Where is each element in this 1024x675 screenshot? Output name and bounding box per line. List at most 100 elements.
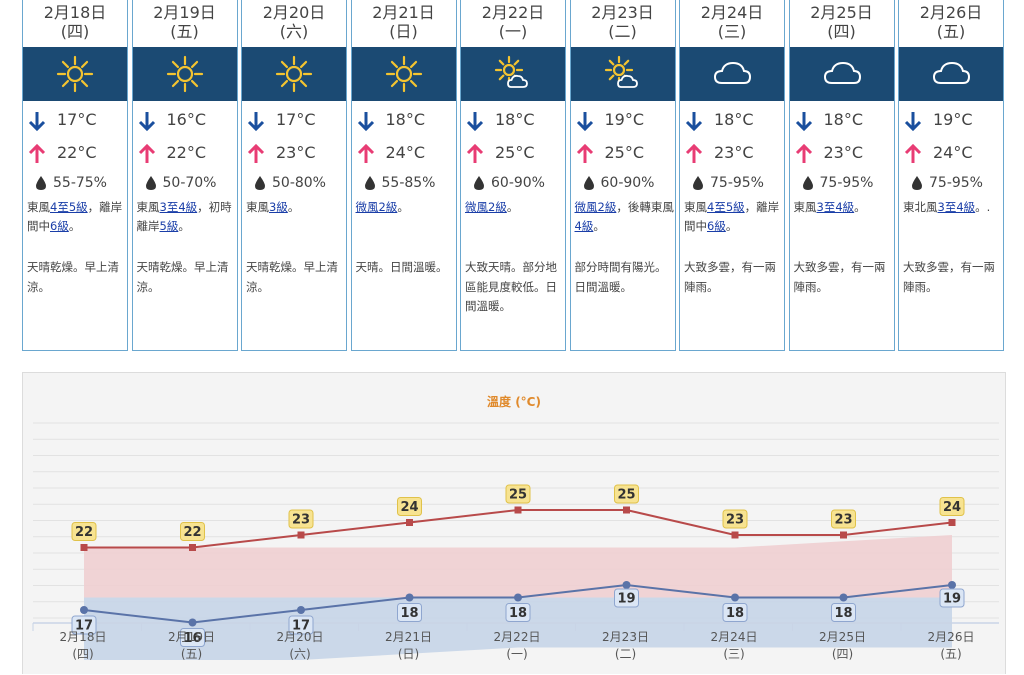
wind-text-part: 。 (397, 200, 409, 214)
max-temp-point[interactable] (623, 506, 630, 514)
x-tick-label-date: 2月25日 (819, 630, 866, 644)
wind-text-part: 東北風 (903, 200, 938, 214)
wind-text: 東風4至5級，離岸間中6級。 (684, 198, 784, 236)
data-label-box (505, 603, 531, 622)
wind-force-link[interactable]: 3至4級 (159, 200, 198, 214)
min-temp-point[interactable] (839, 593, 848, 602)
min-temp-point[interactable] (405, 593, 414, 602)
wind-text: 東風4至5級，離岸間中6級。 (27, 198, 127, 236)
weather-icon-bar (789, 47, 894, 101)
sunny-periods-icon (494, 55, 528, 88)
humidity-row: 55-75% (23, 172, 127, 194)
max-temp-point[interactable] (189, 544, 196, 551)
wind-force-link[interactable]: 3至4級 (937, 200, 976, 214)
max-temp: 24°C (933, 143, 973, 162)
min-temp: 17°C (276, 110, 316, 129)
wind-force-link[interactable]: 3至4級 (816, 200, 855, 214)
min-temp-data-label: 18 (726, 606, 744, 621)
max-temp-point[interactable] (948, 519, 956, 526)
wind-force-link[interactable]: 3級 (269, 200, 288, 214)
arrow-down-icon (247, 112, 265, 132)
min-temp-point[interactable] (514, 593, 522, 602)
sunny-icon (56, 55, 94, 93)
sunny-icon (166, 55, 203, 93)
x-tick-label-weekday: (五) (940, 647, 961, 661)
arrow-up-icon (795, 143, 812, 163)
min-temp-data-label: 16 (183, 631, 201, 646)
max-temp-data-label: 23 (834, 513, 852, 528)
forecast-weekday: (一) (498, 22, 528, 41)
min-temp: 17°C (57, 110, 97, 129)
forecast-cards: 2月18日 (四) 17°C 22°C 55-75% 東風4至5級，離岸間中6級。 天晴乾燥… (22, 0, 1006, 352)
data-label-box (831, 509, 856, 529)
wind-force-link[interactable]: 4至5級 (50, 200, 88, 214)
forecast-weekday: (五) (936, 22, 966, 41)
max-temp-point[interactable] (840, 531, 847, 539)
max-temp-point[interactable] (297, 531, 305, 539)
weather-description: 大致多雲，有一兩陣雨。 (684, 260, 776, 294)
humidity-row: 75-95% (899, 172, 1003, 194)
wind-text: 東風3至4級。 (794, 198, 894, 217)
x-tick-label-date: 2月26日 (928, 630, 975, 644)
min-temp-point[interactable] (297, 606, 305, 614)
max-temp-point[interactable] (406, 519, 413, 526)
max-temp-point[interactable] (731, 531, 739, 539)
humidity-row: 60-90% (571, 172, 675, 194)
wind-force-link[interactable]: 6級 (707, 219, 726, 233)
max-temp-row: 25°C (461, 142, 565, 164)
data-label-box (722, 603, 748, 622)
wind-text-part: 。 (854, 200, 866, 214)
forecast-card: 2月20日 (六) 17°C 23°C 50-80% 東風3級。 天晴乾燥。早上清涼。 (241, 0, 347, 351)
wind-force-link[interactable]: 微風2級 (355, 200, 398, 214)
wind-text-part: 。 (178, 219, 190, 233)
humidity-row: 50-80% (242, 172, 346, 194)
wind-text: 東風3至4級，初時離岸5級。 (137, 198, 237, 236)
wind-text: 微風2級，後轉東風 4級。 (575, 198, 675, 236)
wind-text: 東風3級。 (246, 198, 346, 217)
wind-force-link[interactable]: 6級 (50, 219, 69, 233)
max-temp-row: 23°C (790, 142, 894, 164)
data-label-box (831, 603, 856, 622)
humidity-row: 50-70% (133, 172, 237, 194)
wind-force-link[interactable]: 4至5級 (707, 200, 745, 214)
humidity: 50-80% (272, 175, 326, 191)
humidity: 60-90% (491, 175, 545, 191)
forecast-weekday: (四) (60, 22, 90, 41)
x-tick-label-date: 2月19日 (168, 630, 215, 644)
min-temp-row: 19°C (571, 109, 675, 132)
wind-force-link[interactable]: 5級 (159, 219, 179, 233)
data-label-box (71, 615, 97, 635)
min-temp-point[interactable] (948, 581, 956, 589)
forecast-card: 2月26日 (五) 19°C 24°C 75-95% 東北風3至4級。. 大致多雲，有一兩陣… (898, 0, 1004, 351)
arrow-up-icon (685, 143, 703, 163)
x-tick-label-weekday: (日) (398, 647, 419, 661)
max-temp-point[interactable] (514, 506, 522, 514)
max-temp-point[interactable] (80, 544, 88, 551)
wind-force-link[interactable]: 微風2級 (574, 200, 617, 214)
cloudy-icon (823, 61, 861, 84)
max-temp-data-label: 25 (509, 488, 527, 503)
cloudy-icon (932, 61, 971, 84)
max-temp: 23°C (823, 143, 864, 162)
humidity: 55-75% (53, 175, 107, 191)
forecast-date: 2月23日 (591, 3, 654, 22)
wind-force-link[interactable]: 4級 (574, 219, 594, 233)
min-temp-point[interactable] (80, 606, 88, 614)
max-temp-row: 23°C (680, 142, 784, 164)
wind-text-part: 東風 (684, 200, 707, 214)
wind-force-link[interactable]: 微風2級 (465, 200, 507, 214)
min-temp-point[interactable] (188, 618, 197, 627)
arrow-down-icon (904, 112, 922, 132)
arrow-down-icon (685, 112, 703, 132)
forecast-date: 2月20日 (262, 3, 326, 22)
min-temp-point[interactable] (622, 581, 631, 589)
max-temp-data-label: 25 (617, 488, 635, 503)
max-temp-row: 22°C (23, 142, 127, 164)
weather-description: 天晴。日間溫暖。 (355, 260, 448, 274)
cloudy-icon (713, 61, 752, 84)
max-temp-line (84, 509, 953, 549)
max-temp: 22°C (57, 143, 97, 162)
min-temp-point[interactable] (731, 593, 739, 602)
forecast-card: 2月22日 (一) 18°C 25°C 60-90% 微風2級。 大致天晴。部分地區能見度較… (460, 0, 566, 351)
max-temp: 23°C (276, 143, 316, 162)
